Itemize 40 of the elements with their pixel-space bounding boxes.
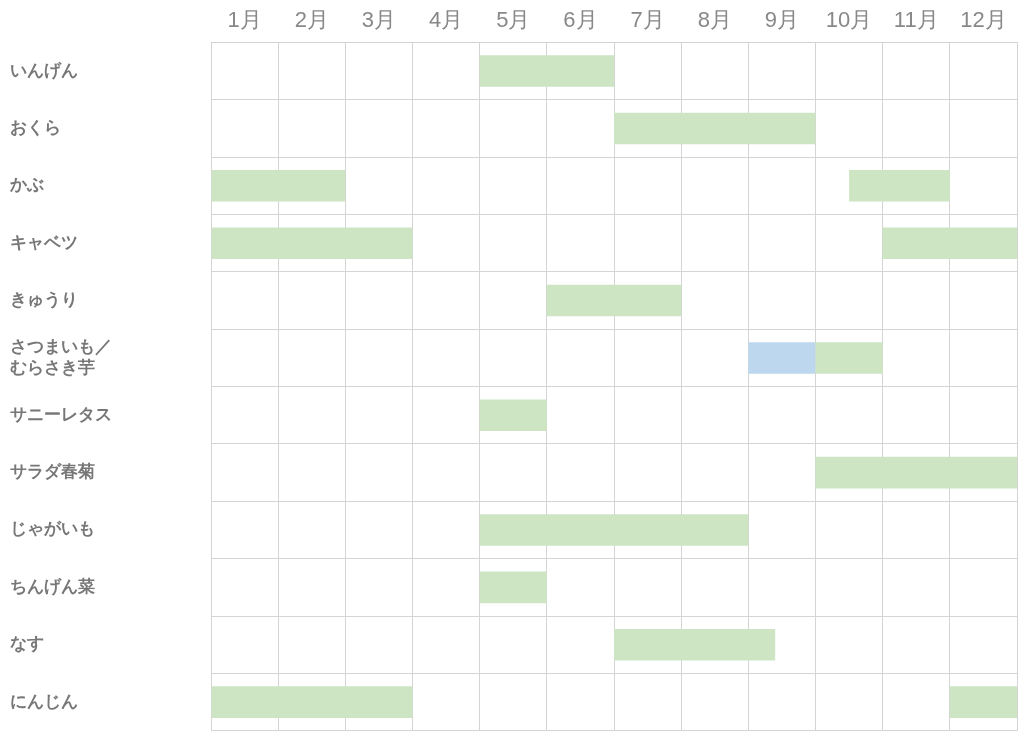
bar [849,170,950,202]
bar [949,686,1017,718]
y-tick-label: おくら [10,116,61,137]
bar [479,55,614,87]
y-tick-label: キャベツ [10,231,78,252]
bar [815,456,1017,489]
bar [882,227,1017,259]
bar [815,342,883,374]
x-tick-label: 10月 [825,7,873,33]
bar [479,399,547,432]
x-tick-label: 4月 [428,7,464,33]
y-tick-label: じゃがいも [10,518,95,539]
x-tick-label: 8月 [697,7,732,33]
x-tick-label: 7月 [630,7,665,33]
bar [211,170,346,202]
bar [479,571,547,604]
x-tick-label: 2月 [294,7,329,33]
bar [748,342,816,374]
y-tick-label: にんじん [10,690,78,711]
y-tick-label: きゅうり [10,288,78,309]
x-tick-label: 5月 [496,7,531,33]
x-tick-label: 3月 [361,7,397,33]
bar [211,227,413,259]
x-tick-label: 1月 [227,7,262,33]
y-tick-label: いんげん [10,59,78,80]
y-tick-label: サニーレタス [10,403,112,424]
y-tick-label: かぶ [9,174,44,195]
x-tick-label: 12月 [960,7,1007,33]
bar [546,284,682,317]
y-tick-label: さつまいも／むらさき芋 [10,336,112,377]
y-tick-label: なす [10,633,44,654]
bar [479,514,749,546]
x-tick-label: 9月 [764,7,800,33]
bar [614,112,816,145]
x-tick-label: 11月 [893,7,939,33]
bar [211,686,413,718]
y-tick-label: サラダ春菊 [10,461,95,482]
y-tick-label: ちんげん菜 [10,575,95,596]
bar [614,628,776,661]
x-tick-label: 6月 [563,7,598,33]
